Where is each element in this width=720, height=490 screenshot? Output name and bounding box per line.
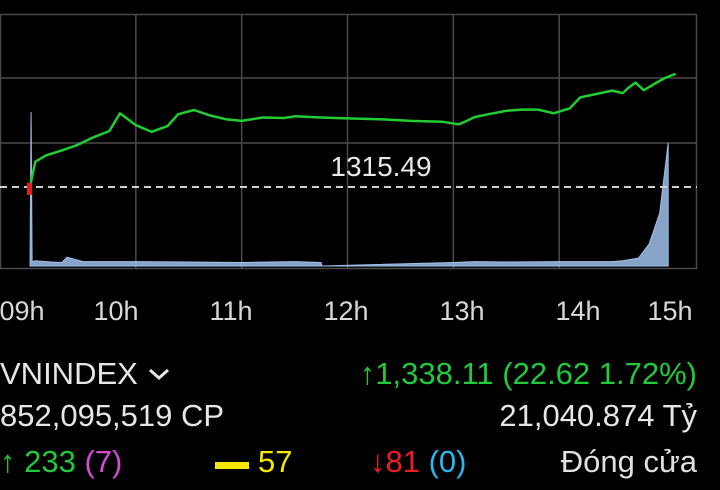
plot-border <box>0 13 698 270</box>
unchanged-icon <box>215 462 249 469</box>
intraday-chart[interactable]: 1315.49 <box>0 0 720 340</box>
chevron-down-icon <box>148 368 169 381</box>
trading-value: 21,040.874 Tỷ <box>499 398 697 433</box>
trading-volume: 852,095,519 CP <box>0 398 225 433</box>
index-summary-row: VNINDEX ↑1,338.11 (22.62 1.72%) <box>0 354 697 394</box>
time-label: 13h <box>439 296 485 326</box>
reference-value-label: 1315.49 <box>330 151 431 182</box>
index-change: ↑1,338.11 (22.62 1.72%) <box>359 356 697 391</box>
chart-canvas: 1315.49 <box>0 13 698 270</box>
time-label: 10h <box>93 296 139 326</box>
price-line <box>28 72 677 187</box>
declines-count: ↓81 <box>370 444 420 479</box>
advances-group: ↑ 233 (7) <box>0 442 122 482</box>
advances-count: ↑ 233 <box>0 444 76 479</box>
index-name: VNINDEX <box>0 356 138 391</box>
volume-value-row: 852,095,519 CP 21,040.874 Tỷ <box>0 396 697 436</box>
time-label: 11h <box>209 296 253 326</box>
floor-count: (0) <box>428 444 467 479</box>
time-label: 09h <box>0 296 45 326</box>
unchanged-count: 57 <box>258 444 293 479</box>
market-status: Đóng cửa <box>560 444 697 479</box>
declines-group: ↓81 (0) <box>370 442 467 482</box>
time-label: 12h <box>323 296 369 326</box>
ceiling-count: (7) <box>84 444 123 479</box>
volume-area <box>29 111 669 267</box>
open-marker <box>27 183 32 195</box>
time-label: 15h <box>647 296 693 326</box>
time-label: 14h <box>555 296 601 326</box>
market-breadth-row: ↑ 233 (7) 57 ↓81 (0) Đóng cửa <box>0 442 697 482</box>
index-selector[interactable]: VNINDEX <box>0 354 174 394</box>
